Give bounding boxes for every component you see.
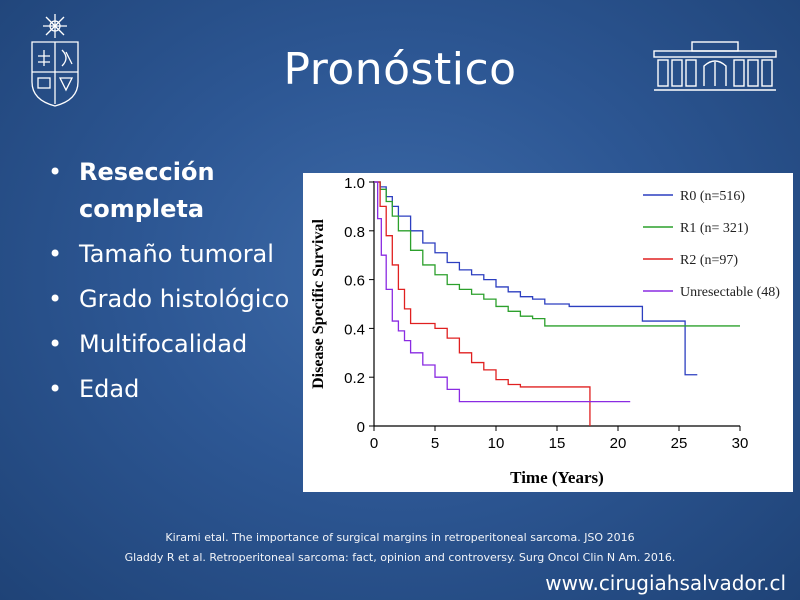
reference-line: Gladdy R et al. Retroperitoneal sarcoma:… [124, 551, 676, 564]
x-tick-label: 0 [370, 435, 378, 452]
y-tick-label: 0.6 [344, 273, 365, 290]
y-axis-label: Disease Specific Survival [310, 219, 327, 389]
university-crest-icon [31, 14, 79, 107]
series-line [374, 181, 631, 403]
bullet-text: Edad [79, 375, 140, 403]
y-tick-label: 0.8 [344, 224, 365, 241]
y-tick-label: 0.4 [344, 321, 365, 338]
series-line [374, 181, 698, 376]
survival-chart: 0 0.2 0.4 0.6 0.8 1.0 0 5 10 15 20 25 30 Time (Years)… [310, 175, 780, 487]
bullet-text: Resección completa [79, 158, 215, 223]
references: Kirami etal. The importance of surgical … [0, 528, 800, 568]
bullet-text: Tamaño tumoral [79, 240, 274, 268]
slide-title: Pronóstico [283, 44, 517, 95]
x-tick-label: 5 [431, 435, 439, 452]
y-tick-label: 0.2 [344, 370, 365, 387]
legend-label: R2 (n=97) [680, 253, 738, 268]
x-tick-label: 30 [732, 435, 749, 452]
bullet-dot: • [48, 330, 63, 358]
y-tick-label: 0 [357, 419, 365, 436]
bullet-item: • Grado histológico [46, 281, 306, 318]
series-line [374, 181, 740, 327]
website-url: www.cirugiahsalvador.cl [545, 571, 786, 595]
bullet-list: • Resección completa • Tamaño tumoral • Gra… [46, 154, 306, 416]
bullet-dot: • [48, 158, 63, 186]
legend-label: R0 (n=516) [680, 189, 745, 204]
legend-label: Unresectable (48) [680, 285, 780, 300]
bullet-item: • Tamaño tumoral [46, 236, 306, 273]
series-line [374, 181, 591, 426]
x-axis-label: Time (Years) [510, 468, 604, 487]
bullet-item: • Resección completa [46, 154, 306, 228]
bullet-item: • Multifocalidad [46, 326, 306, 363]
bullet-item: • Edad [46, 371, 306, 408]
x-tick-label: 25 [671, 435, 688, 452]
legend-label: R1 (n= 321) [680, 221, 749, 236]
x-tick-label: 20 [610, 435, 627, 452]
bullet-text: Grado histológico [79, 285, 290, 313]
survival-chart-panel: 0 0.2 0.4 0.6 0.8 1.0 0 5 10 15 20 25 30 Time (Years)… [303, 173, 793, 492]
bullet-dot: • [48, 375, 63, 403]
x-tick-label: 15 [549, 435, 566, 452]
x-tick-label: 10 [488, 435, 505, 452]
bullet-dot: • [48, 240, 63, 268]
y-tick-label: 1.0 [344, 175, 365, 192]
reference-line: Kirami etal. The importance of surgical … [165, 531, 635, 544]
bullet-text: Multifocalidad [79, 330, 248, 358]
building-facade-icon [653, 41, 777, 91]
bullet-dot: • [48, 285, 63, 313]
